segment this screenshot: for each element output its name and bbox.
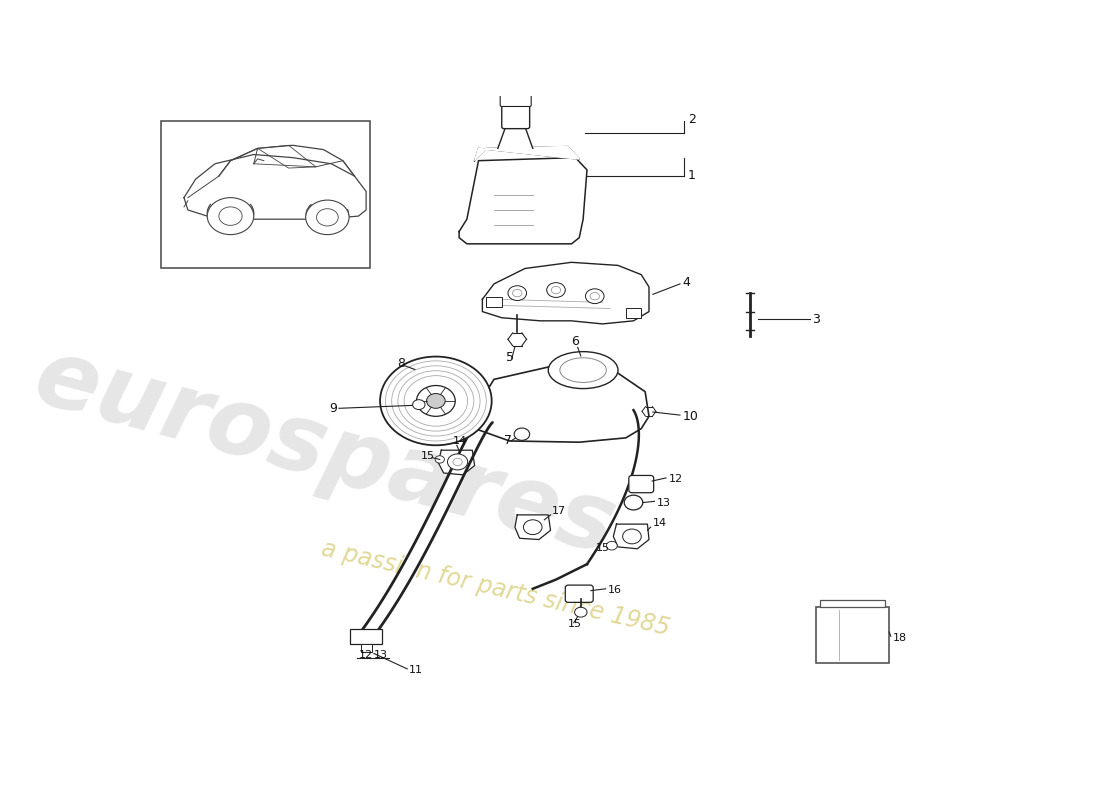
Text: 14: 14 — [653, 518, 667, 528]
Bar — [361, 644, 372, 652]
Ellipse shape — [548, 352, 618, 389]
Circle shape — [219, 207, 242, 226]
Bar — [815, 607, 889, 662]
Text: 16: 16 — [608, 585, 622, 595]
Polygon shape — [438, 450, 474, 475]
Circle shape — [453, 458, 462, 466]
Circle shape — [623, 529, 641, 544]
Ellipse shape — [560, 358, 606, 382]
Circle shape — [585, 289, 604, 303]
FancyBboxPatch shape — [565, 585, 593, 602]
Text: a passion for parts since 1985: a passion for parts since 1985 — [319, 537, 672, 641]
Circle shape — [412, 400, 425, 410]
Text: 14: 14 — [453, 436, 468, 446]
Text: 10: 10 — [683, 410, 698, 423]
Text: eurospares: eurospares — [24, 331, 626, 575]
Text: 8: 8 — [397, 357, 405, 370]
Circle shape — [514, 428, 530, 440]
Text: 18: 18 — [893, 633, 907, 643]
Text: 6: 6 — [572, 335, 580, 349]
Bar — [161, 121, 370, 269]
Bar — [626, 308, 641, 318]
Text: 5: 5 — [506, 351, 515, 364]
Bar — [820, 600, 886, 607]
Polygon shape — [471, 367, 649, 442]
Circle shape — [427, 394, 446, 408]
Polygon shape — [483, 262, 649, 324]
Circle shape — [547, 282, 565, 298]
Bar — [350, 629, 383, 644]
Circle shape — [317, 209, 338, 226]
Text: 15: 15 — [568, 619, 582, 629]
Polygon shape — [614, 524, 649, 549]
Circle shape — [417, 386, 455, 416]
Circle shape — [606, 542, 617, 550]
Polygon shape — [474, 146, 580, 161]
Text: 13: 13 — [374, 650, 388, 661]
Circle shape — [513, 290, 521, 297]
FancyBboxPatch shape — [629, 475, 653, 493]
Circle shape — [574, 607, 587, 617]
Circle shape — [624, 495, 642, 510]
FancyBboxPatch shape — [502, 103, 530, 129]
Text: 12: 12 — [669, 474, 682, 484]
Text: 9: 9 — [330, 402, 338, 415]
Text: 17: 17 — [552, 506, 567, 516]
Text: 1: 1 — [688, 169, 695, 182]
Polygon shape — [459, 158, 587, 244]
Circle shape — [381, 357, 492, 446]
Circle shape — [551, 286, 561, 294]
Text: 7: 7 — [504, 434, 513, 447]
FancyBboxPatch shape — [500, 94, 531, 106]
Text: 13: 13 — [657, 498, 671, 508]
Circle shape — [306, 200, 349, 234]
Text: 15: 15 — [420, 451, 434, 462]
Text: 15: 15 — [596, 542, 611, 553]
Circle shape — [590, 293, 600, 300]
Circle shape — [436, 456, 444, 463]
Circle shape — [207, 198, 254, 234]
Polygon shape — [498, 126, 532, 148]
Text: 4: 4 — [682, 276, 690, 290]
Text: 3: 3 — [812, 313, 820, 326]
Polygon shape — [515, 515, 551, 539]
Circle shape — [524, 520, 542, 534]
Circle shape — [448, 454, 468, 470]
Text: 2: 2 — [688, 113, 695, 126]
Bar — [486, 298, 502, 307]
Text: 12: 12 — [359, 650, 373, 661]
Circle shape — [508, 286, 527, 301]
Text: 11: 11 — [409, 665, 422, 675]
